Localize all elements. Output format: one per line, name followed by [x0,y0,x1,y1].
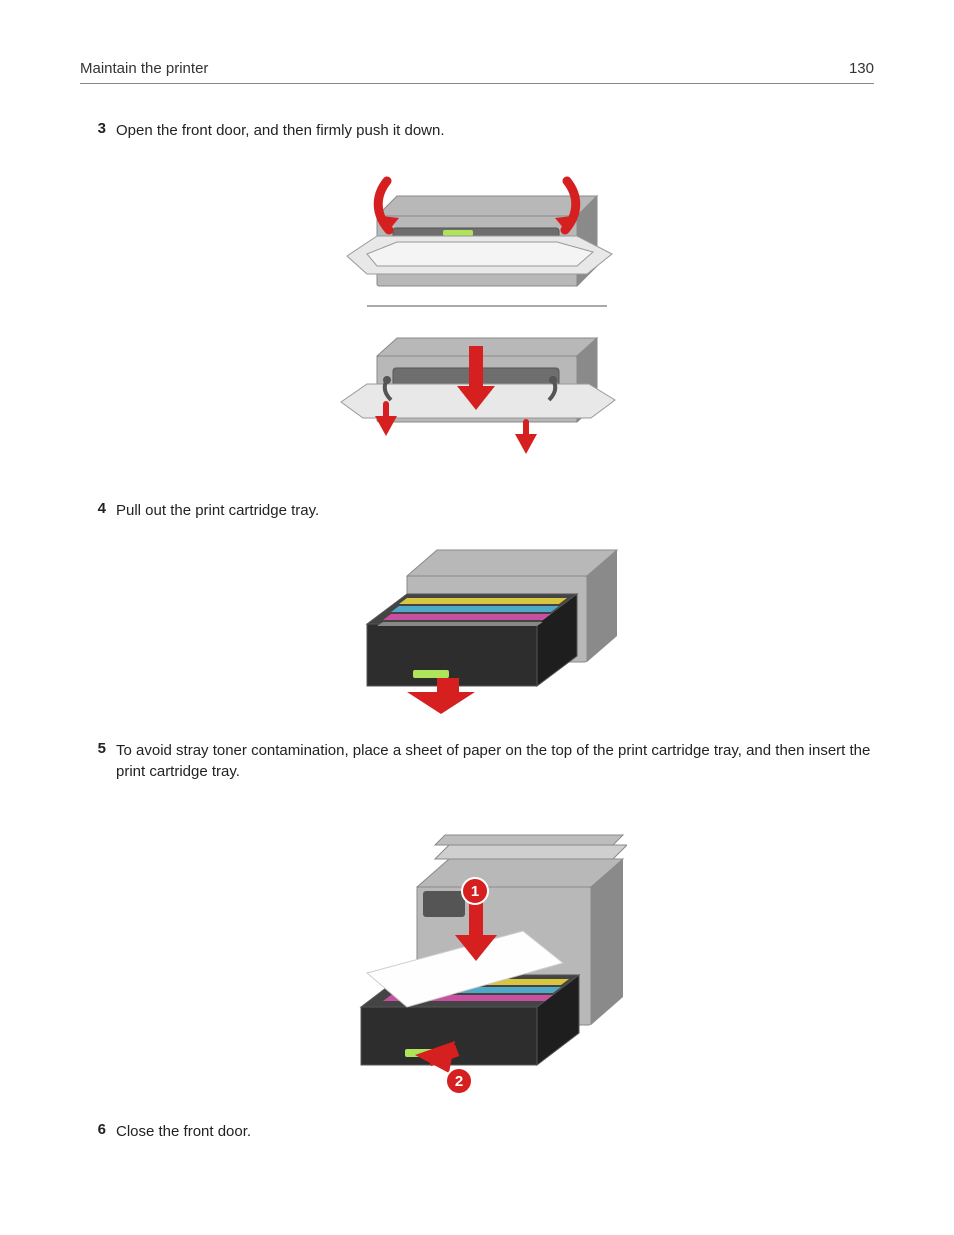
step-6: 6 Close the front door. [80,1121,874,1143]
figure-paper-insert: 1 2 [80,797,874,1097]
header-page-number: 130 [849,60,874,77]
figure-pull-tray [80,536,874,716]
step-number: 4 [80,500,116,517]
step-text: Pull out the print cartridge tray. [116,500,319,522]
figure-open-door [80,156,874,476]
step-5: 5 To avoid stray toner contamination, pl… [80,740,874,784]
figure-open-door-svg [327,156,627,476]
figure-pull-tray-svg [327,536,627,716]
step-text: Close the front door. [116,1121,251,1143]
step-number: 6 [80,1121,116,1138]
step-3: 3 Open the front door, and then firmly p… [80,120,874,142]
step-text: Open the front door, and then firmly pus… [116,120,445,142]
callout-1: 1 [471,883,479,900]
page-header: Maintain the printer 130 [80,60,874,84]
figure-paper-insert-svg: 1 2 [327,797,627,1097]
page: Maintain the printer 130 3 Open the fron… [0,0,954,1235]
callout-2: 2 [455,1073,463,1090]
step-4: 4 Pull out the print cartridge tray. [80,500,874,522]
step-number: 3 [80,120,116,137]
header-title: Maintain the printer [80,60,208,77]
step-text: To avoid stray toner contamination, plac… [116,740,874,784]
step-number: 5 [80,740,116,757]
